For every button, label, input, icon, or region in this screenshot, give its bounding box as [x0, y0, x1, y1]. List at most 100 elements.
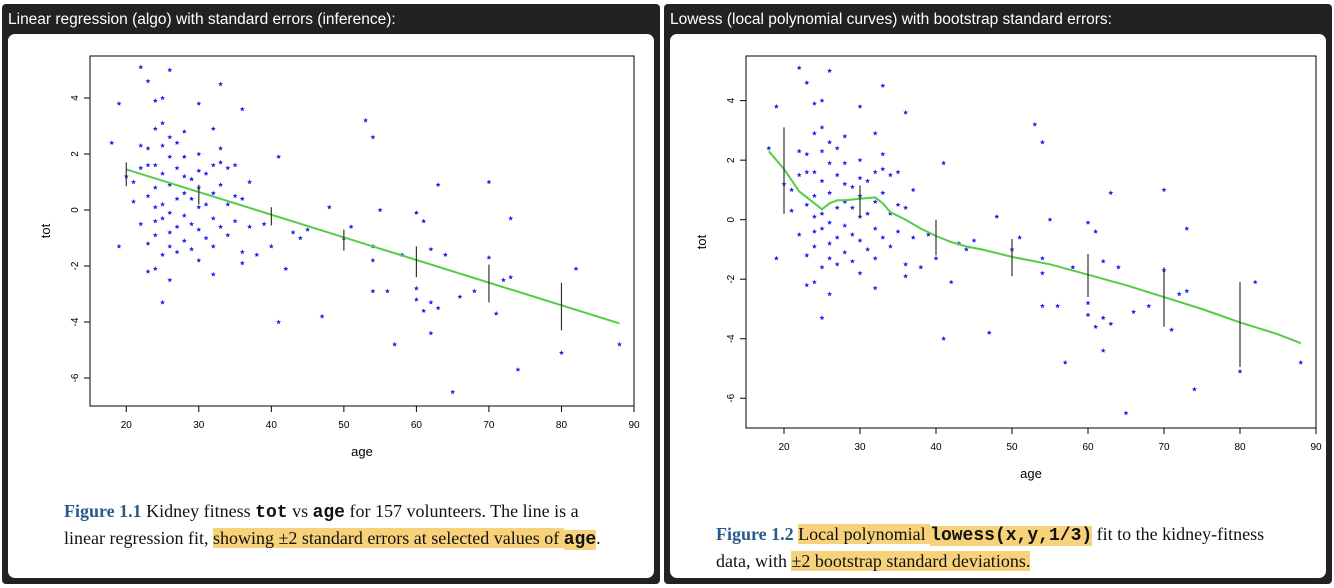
data-point	[196, 204, 202, 210]
data-point	[515, 367, 521, 372]
x-tick-label: 80	[1234, 442, 1246, 453]
data-point	[247, 224, 252, 229]
data-point	[827, 160, 833, 166]
y-axis-label: tot	[38, 223, 53, 238]
data-point	[167, 182, 173, 187]
data-point	[796, 148, 802, 154]
data-point	[994, 214, 1000, 219]
data-point	[145, 162, 151, 168]
data-point	[435, 182, 441, 187]
figure-caption: Figure 1.1 Kidney fitness tot vs age for…	[64, 499, 604, 553]
data-point	[363, 117, 369, 123]
data-point	[225, 201, 231, 207]
data-point	[160, 143, 165, 148]
data-point	[865, 246, 871, 252]
figure-caption: Figure 1.2 Local polynomial lowess(x,y,1…	[716, 522, 1276, 574]
data-point	[1252, 279, 1258, 285]
data-point	[827, 291, 833, 297]
data-point	[819, 264, 825, 270]
data-point	[804, 252, 810, 258]
data-point	[910, 234, 916, 240]
data-point	[796, 172, 802, 178]
data-point	[834, 234, 840, 240]
data-point	[1039, 303, 1045, 309]
data-point	[796, 232, 802, 237]
data-point	[138, 221, 144, 227]
data-point	[457, 294, 463, 299]
data-point	[145, 269, 151, 274]
data-point	[849, 232, 855, 237]
data-point	[819, 315, 825, 320]
data-point	[1039, 255, 1045, 261]
data-point	[174, 249, 180, 255]
data-point	[1100, 315, 1106, 320]
caption-text: fit to the kidney-fitness data, with	[716, 524, 1265, 571]
data-point	[1055, 303, 1061, 309]
data-point	[486, 179, 492, 185]
x-tick-label: 80	[556, 420, 568, 431]
data-point	[189, 196, 194, 201]
data-point	[804, 151, 810, 157]
x-axis-label: age	[351, 444, 373, 459]
data-point	[857, 175, 863, 181]
caption-code: age	[312, 503, 345, 523]
data-point	[1184, 288, 1190, 294]
x-axis-label: age	[1020, 466, 1042, 481]
data-point	[819, 226, 825, 231]
plot-frame	[745, 55, 1317, 429]
data-point	[247, 179, 252, 185]
data-point	[435, 305, 441, 311]
x-tick-label: 90	[1310, 442, 1322, 453]
data-point	[326, 204, 332, 210]
data-point	[196, 168, 202, 173]
data-point	[811, 214, 817, 219]
data-point	[804, 80, 810, 85]
data-point	[181, 213, 187, 218]
data-point	[872, 285, 878, 291]
data-point	[827, 68, 833, 73]
data-point	[819, 178, 825, 184]
data-point	[152, 126, 158, 131]
data-point	[167, 243, 173, 249]
data-point	[849, 258, 855, 264]
y-tick-label: 2	[726, 157, 737, 163]
caption-text: vs	[287, 501, 313, 521]
data-point	[1070, 264, 1076, 270]
data-point	[796, 65, 802, 70]
data-point	[903, 205, 909, 210]
data-point	[773, 104, 779, 109]
data-point	[880, 234, 886, 240]
fit-line	[126, 168, 620, 325]
data-point	[160, 95, 165, 101]
data-point	[804, 202, 810, 207]
data-point	[145, 193, 151, 199]
x-tick-label: 50	[338, 420, 350, 431]
panel-title: Lowess (local polynomial curves) with bo…	[670, 11, 1112, 28]
data-point	[1093, 229, 1099, 234]
data-point	[842, 181, 848, 187]
data-point	[174, 140, 180, 145]
data-point	[880, 83, 886, 88]
data-point	[160, 299, 165, 305]
data-point	[152, 162, 158, 168]
data-point	[849, 184, 855, 189]
data-point	[283, 266, 289, 271]
data-point	[174, 196, 180, 201]
data-point	[254, 252, 260, 257]
y-tick-label: -6	[726, 393, 737, 402]
data-point	[880, 166, 886, 172]
data-point	[827, 255, 833, 261]
y-tick-label: -6	[70, 373, 81, 382]
data-point	[948, 279, 954, 285]
data-point	[903, 261, 909, 267]
y-axis-label: tot	[694, 234, 709, 249]
data-point	[827, 139, 833, 145]
caption-highlight-code: age	[563, 530, 597, 550]
data-point	[895, 202, 901, 207]
data-point	[1062, 359, 1068, 365]
plot-frame	[89, 55, 635, 407]
data-point	[842, 223, 848, 228]
data-point	[450, 389, 456, 395]
y-tick-label: 2	[70, 151, 81, 157]
caption-code: tot	[255, 503, 288, 523]
